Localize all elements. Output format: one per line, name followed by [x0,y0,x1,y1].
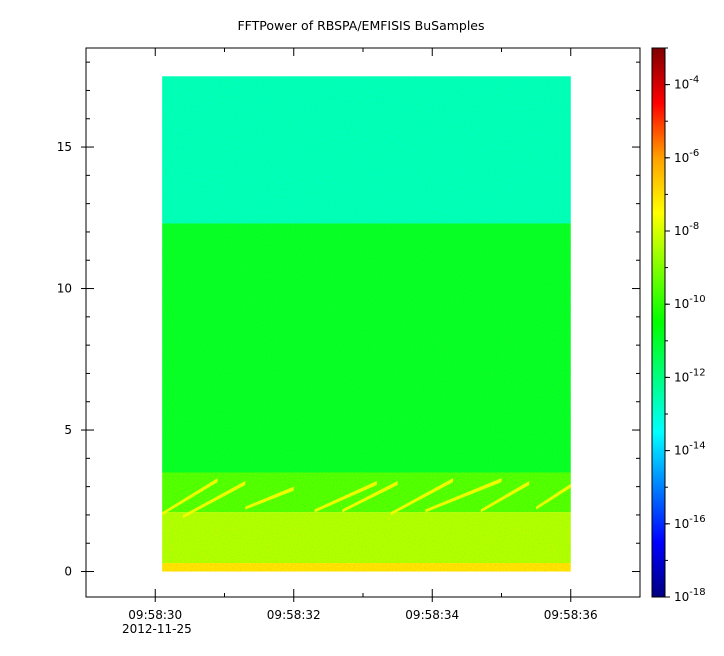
chorus-element [245,486,294,510]
colorbar-tick-label: 10-12 [674,367,706,384]
power-band-speckle [162,76,571,224]
x-tick-label: 09:58:30 [128,608,182,622]
colorbar-tick-exponent: -8 [689,221,699,232]
colorbar-tick-base: 10 [674,517,689,531]
chorus-element [182,480,246,519]
y-tick-label: 15 [57,140,72,154]
power-band-speckle [162,223,571,473]
power-band-speckle [162,512,571,564]
x-date-label: 2012-11-25 [122,622,192,636]
chorus-element [162,478,218,516]
chorus-element [390,478,454,516]
colorbar-tick-exponent: -4 [689,75,699,86]
chorus-element [425,478,502,513]
spectrogram [162,76,571,572]
colorbar-tick-exponent: -6 [689,148,699,159]
colorbar-tick-label: 10-4 [674,75,699,92]
y-tick-label: 0 [64,565,72,579]
power-band-speckle [162,563,571,572]
x-tick-label: 09:58:32 [267,608,321,622]
colorbar-tick-base: 10 [674,297,689,311]
colorbar-tick-label: 10-8 [674,221,699,238]
colorbar-tick-exponent: -12 [689,367,705,378]
colorbar-tick-label: 10-14 [674,441,706,458]
colorbar-tick-label: 10-10 [674,294,706,311]
colorbar-tick-base: 10 [674,444,689,458]
chorus-element [342,480,398,513]
colorbar-tick-label: 10-18 [674,587,706,604]
power-band-speckle [162,472,571,513]
colorbar-tick-base: 10 [674,151,689,165]
colorbar [651,47,666,598]
colorbar-tick-base: 10 [674,224,689,238]
x-tick-label: 09:58:36 [544,608,598,622]
colorbar-tick-exponent: -18 [689,587,705,598]
x-axis: 09:58:30 09:58:32 09:58:34 09:58:36 [85,48,641,622]
colorbar-tick-base: 10 [674,590,689,604]
colorbar-tick-exponent: -14 [689,441,705,452]
colorbar-tick-base: 10 [674,370,689,384]
y-tick-label: 5 [64,423,72,437]
chorus-element [480,480,530,513]
chart-title: FFTPower of RBSPA/EMFISIS BuSamples [237,18,484,33]
colorbar-tick-exponent: -10 [689,294,705,305]
colorbar-tick-label: 10-6 [674,148,699,165]
colorbar-tick-base: 10 [674,78,689,92]
colorbar-tick-exponent: -16 [689,514,705,525]
chorus-element [314,480,377,513]
y-axis: 0 5 10 15 [57,61,640,579]
y-tick-label: 10 [57,282,72,296]
colorbar-tick-label: 10-16 [674,514,706,531]
x-tick-label: 09:58:34 [405,608,459,622]
chorus-element [536,483,571,510]
